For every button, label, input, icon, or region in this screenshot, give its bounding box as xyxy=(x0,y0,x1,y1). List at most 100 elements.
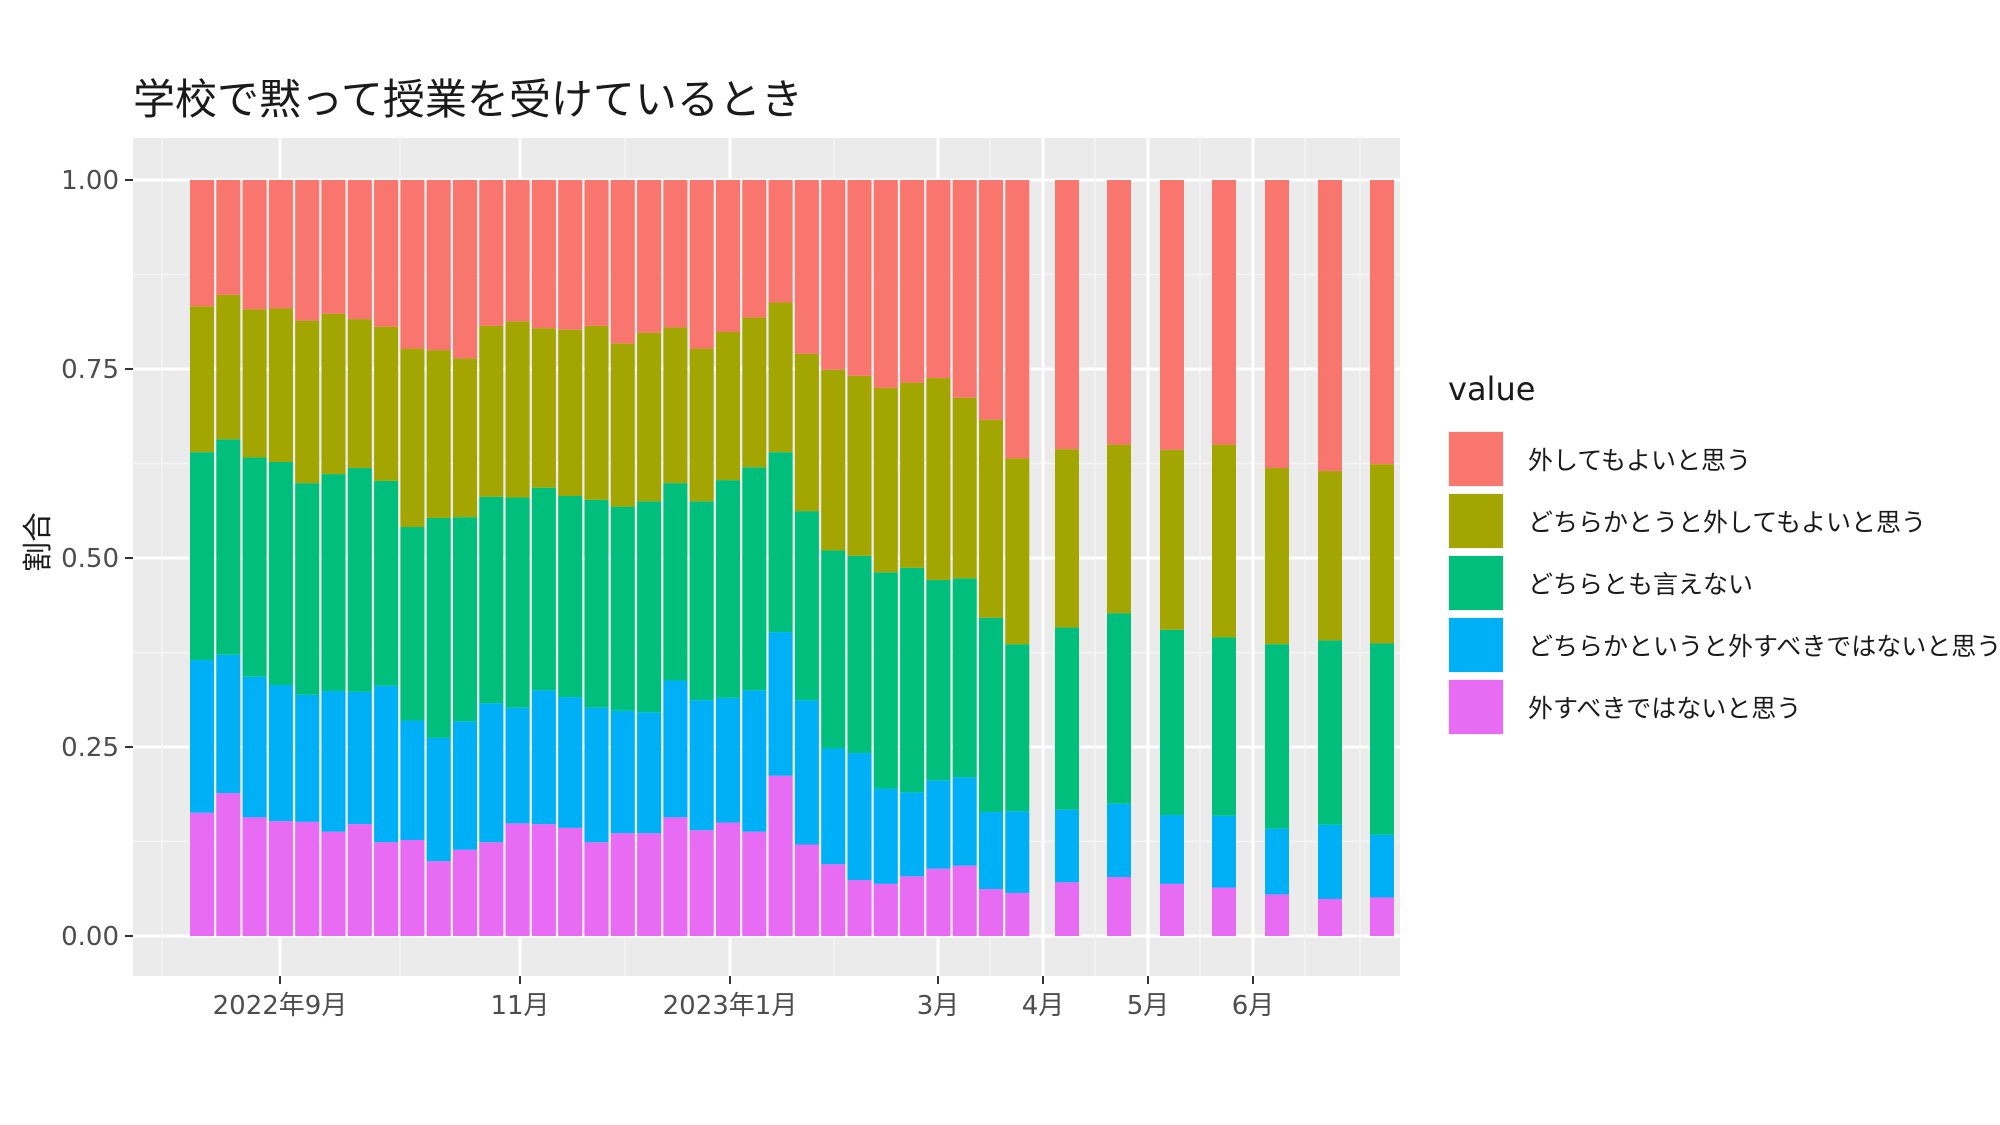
bar-segment xyxy=(400,180,425,349)
bar-segment xyxy=(900,180,925,383)
legend-item: 外してもよいと思う xyxy=(1448,428,2000,490)
bar-segment xyxy=(584,842,609,936)
x-tick-label: 5月 xyxy=(1127,991,1170,1021)
bar-segment xyxy=(242,817,267,936)
bar-segment xyxy=(716,331,740,481)
bar-segment xyxy=(321,691,346,832)
bar-segment xyxy=(400,348,425,528)
bar-segment xyxy=(453,849,477,936)
bar-segment xyxy=(216,294,241,440)
bar-segment xyxy=(663,483,688,681)
bar-segment xyxy=(716,822,740,936)
legend-swatch xyxy=(1448,493,1504,549)
bar-segment xyxy=(716,180,740,332)
bar-segment xyxy=(531,690,556,825)
chart-title: 学校で黙って授業を受けているとき xyxy=(133,75,803,124)
bar-segment xyxy=(268,180,293,309)
bar-segment xyxy=(479,325,504,497)
bar-segment xyxy=(1212,444,1236,638)
bar-segment xyxy=(821,864,846,936)
bar-segment xyxy=(979,419,1003,618)
bar-segment xyxy=(637,180,662,333)
bar-segment xyxy=(558,827,583,936)
bar-segment xyxy=(610,506,635,711)
bar-segment xyxy=(663,817,688,936)
bar-segment xyxy=(742,180,767,318)
legend-swatch xyxy=(1448,431,1504,487)
bar-segment xyxy=(821,550,846,749)
bar-segment xyxy=(505,180,530,322)
bar-segment xyxy=(531,824,556,936)
bar-segment xyxy=(1370,643,1394,835)
bar-segment xyxy=(374,842,399,936)
bar-segment xyxy=(1212,180,1236,445)
bar-segment xyxy=(794,844,819,936)
legend-swatch xyxy=(1448,679,1504,735)
bar-segment xyxy=(610,710,635,834)
bar-segment xyxy=(295,694,320,822)
axes: 0.00 0.25 0.50 0.75 1.00 2022年9月 11月 2023年1月 3月 4… xyxy=(61,166,1274,1021)
bar-segment xyxy=(1265,828,1289,895)
bar-segment xyxy=(190,452,214,661)
bar-segment xyxy=(479,496,504,704)
bar-segment xyxy=(926,180,951,379)
bar-segment xyxy=(794,511,819,701)
bar-segment xyxy=(1055,180,1079,450)
bar-segment xyxy=(1370,834,1394,898)
bar-segment xyxy=(295,180,320,321)
bar-segment xyxy=(689,830,714,936)
bar-segment xyxy=(558,697,583,828)
bar-segment xyxy=(400,839,425,936)
bar-segment xyxy=(426,350,451,518)
bar-segment xyxy=(321,474,346,692)
bar-segment xyxy=(531,328,556,488)
legend-item: どちらとも言えない xyxy=(1448,552,2000,614)
legend-label: どちらかというと外すべきではないと思う xyxy=(1528,632,2000,661)
bar-segment xyxy=(347,824,372,936)
bar-segment xyxy=(1055,809,1079,883)
bar-segment xyxy=(952,397,977,579)
bar-segment xyxy=(295,320,320,484)
bar-segment xyxy=(190,660,214,813)
bar-segment xyxy=(268,821,293,936)
bar-segment xyxy=(295,821,320,936)
bar-segment xyxy=(794,180,819,354)
bar-segment xyxy=(663,327,688,484)
bar-segment xyxy=(610,180,635,344)
bar-segment xyxy=(1005,644,1030,812)
bar-segment xyxy=(242,457,267,677)
bar-segment xyxy=(900,567,925,793)
bar-segment xyxy=(768,452,793,633)
bar-segment xyxy=(426,180,451,351)
bar-segment xyxy=(347,691,372,825)
bar-segment xyxy=(242,676,267,818)
bar-segment xyxy=(847,375,872,556)
bar-segment xyxy=(742,690,767,832)
x-tick-label: 4月 xyxy=(1022,991,1065,1021)
bar-segment xyxy=(689,700,714,831)
bar-segment xyxy=(663,680,688,818)
bar-segment xyxy=(1160,180,1184,450)
bar-segment xyxy=(1318,640,1342,825)
bar-segment xyxy=(347,319,372,469)
legend-item: 外すべきではないと思う xyxy=(1448,676,2000,738)
bar-segment xyxy=(1265,180,1289,469)
bar-segment xyxy=(531,180,556,329)
bar-segment xyxy=(374,685,399,843)
bar-segment xyxy=(637,332,662,502)
legend-swatch xyxy=(1448,555,1504,611)
bar-segment xyxy=(453,721,477,850)
bar-segment xyxy=(716,697,740,823)
bar-segment xyxy=(505,497,530,708)
bar-segment xyxy=(689,501,714,701)
bar-segment xyxy=(1370,897,1394,936)
bar-segment xyxy=(426,861,451,936)
bar-segment xyxy=(216,654,241,794)
bar-segment xyxy=(453,180,477,359)
legend-item: どちらかというと外すべきではないと思う xyxy=(1448,614,2000,676)
bar-segment xyxy=(689,180,714,349)
bar-segment xyxy=(216,793,241,936)
legend-label: どちらかとうと外してもよいと思う xyxy=(1528,508,1927,537)
bar-segment xyxy=(1318,824,1342,899)
bar-segment xyxy=(242,180,267,310)
